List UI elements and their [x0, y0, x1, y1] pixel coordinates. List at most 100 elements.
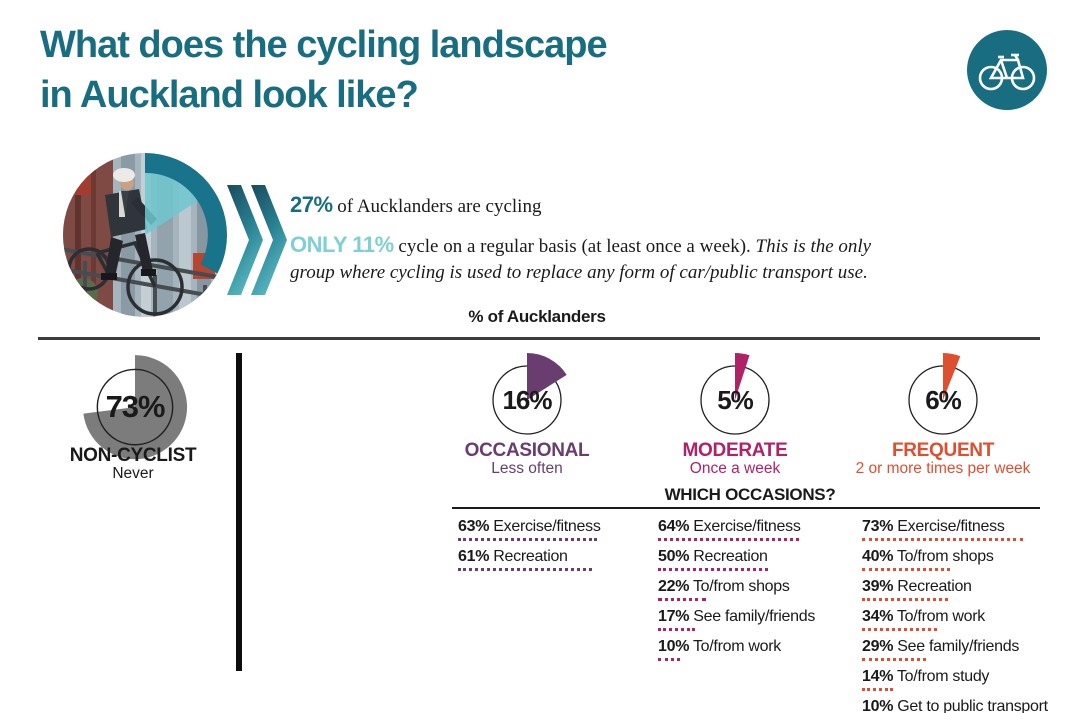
- stat-regular-text: cycle on a regular basis (at least once …: [398, 236, 751, 257]
- axis-label: % of Aucklanders: [468, 307, 606, 326]
- vertical-divider: [236, 353, 242, 671]
- occasion-label: Recreation: [693, 548, 768, 565]
- occasion-item: 64% Exercise/fitness: [658, 518, 888, 541]
- occasions-header: WHICH OCCASIONS?: [664, 485, 836, 504]
- occasion-item: 10% Get to public transport: [862, 698, 1092, 713]
- occasion-label: Exercise/fitness: [897, 518, 1005, 535]
- occasion-text: 22% To/from shops: [658, 578, 888, 596]
- occasion-dotted-rule: [658, 538, 799, 541]
- occasion-dotted-rule: [658, 658, 680, 661]
- bicycle-badge: [965, 28, 1049, 117]
- svg-text:16%: 16%: [502, 385, 552, 415]
- occasions-list-occasional: 63% Exercise/fitness 61% Recreation: [458, 518, 688, 578]
- occasion-item: 34% To/from work: [862, 608, 1092, 631]
- occasion-percent: 10%: [658, 638, 690, 655]
- page-title-line2: in Auckland look like?: [40, 74, 419, 116]
- pie-chart-svg: 73%: [83, 355, 188, 460]
- label-occasional: OCCASIONAL: [464, 440, 590, 461]
- label-moderate: MODERATE: [682, 440, 788, 461]
- pie-frequent: 6%: [888, 343, 998, 460]
- label-frequent: FREQUENT: [891, 440, 995, 461]
- page-title-line1: What does the cycling landscape: [40, 24, 608, 66]
- occasion-text: 29% See family/friends: [862, 638, 1092, 656]
- cyclist-photo-illustration: [63, 153, 227, 317]
- occasion-text: 73% Exercise/fitness: [862, 518, 1092, 536]
- occasion-text: 34% To/from work: [862, 608, 1092, 626]
- hero-statistics: 27% of Aucklanders are cycling ONLY 11% …: [290, 192, 910, 286]
- occasion-item: 39% Recreation: [862, 578, 1092, 601]
- occasion-percent: 63%: [458, 518, 490, 535]
- occasion-percent: 39%: [862, 578, 894, 595]
- occasion-item: 17% See family/friends: [658, 608, 888, 631]
- pie-chart-svg: 16%: [492, 353, 567, 435]
- occasion-dotted-rule: [862, 568, 950, 571]
- stat-regular-note: This is the only group where cycling is …: [290, 236, 872, 283]
- occasion-label: To/from shops: [692, 578, 790, 595]
- occasion-item: 40% To/from shops: [862, 548, 1092, 571]
- occasion-dotted-rule: [862, 688, 893, 691]
- occasion-dotted-rule: [458, 568, 592, 571]
- occasion-text: 39% Recreation: [862, 578, 1092, 596]
- chevron-right-icon: [222, 182, 288, 303]
- occasion-item: 63% Exercise/fitness: [458, 518, 688, 541]
- occasion-percent: 40%: [862, 548, 894, 565]
- occasion-label: To/from study: [896, 668, 990, 685]
- occasion-label: To/from work: [692, 638, 781, 655]
- occasion-percent: 61%: [458, 548, 490, 565]
- occasion-percent: 50%: [658, 548, 690, 565]
- cyclist-photo: [61, 151, 229, 324]
- occasion-text: 40% To/from shops: [862, 548, 1092, 566]
- occasion-percent: 22%: [658, 578, 690, 595]
- stat-regular-value: ONLY 11%: [290, 232, 394, 257]
- occasion-percent: 17%: [658, 608, 690, 625]
- occasion-dotted-rule: [862, 598, 948, 601]
- pie-moderate: 5%: [680, 343, 790, 460]
- occasion-dotted-rule: [658, 598, 706, 601]
- sublabel-frequent: 2 or more times per week: [855, 460, 1031, 477]
- occasion-dotted-rule: [862, 538, 1023, 541]
- stat-cycling-value: 27%: [290, 192, 333, 217]
- occasion-label: Exercise/fitness: [493, 518, 601, 535]
- occasions-list-moderate: 64% Exercise/fitness 50% Recreation 22% …: [658, 518, 888, 668]
- occasion-item: 61% Recreation: [458, 548, 688, 571]
- occasion-item: 14% To/from study: [862, 668, 1092, 691]
- occasion-label: See family/friends: [897, 638, 1020, 655]
- occasion-item: 22% To/from shops: [658, 578, 888, 601]
- sublabel-moderate: Once a week: [689, 460, 781, 477]
- occasion-item: 50% Recreation: [658, 548, 888, 571]
- occasion-label: Exercise/fitness: [693, 518, 801, 535]
- occasion-text: 50% Recreation: [658, 548, 888, 566]
- pie-chart-svg: 6%: [908, 353, 978, 435]
- occasion-percent: 10%: [862, 698, 894, 713]
- occasion-dotted-rule: [458, 538, 597, 541]
- page-title: What does the cycling landscape in Auckl…: [40, 20, 608, 120]
- occasion-text: 10% To/from work: [658, 638, 888, 656]
- sublabel-noncyclist: Never: [112, 465, 154, 482]
- horizontal-divider: [38, 337, 1040, 340]
- pie-noncyclist: 73%: [74, 344, 196, 473]
- occasion-label: Get to public transport: [897, 698, 1048, 713]
- occasion-item: 29% See family/friends: [862, 638, 1092, 661]
- occasion-text: 61% Recreation: [458, 548, 688, 566]
- stat-cycling-text: of Aucklanders are cycling: [337, 196, 542, 217]
- occasion-text: 10% Get to public transport: [862, 698, 1092, 713]
- occasion-dotted-rule: [862, 628, 937, 631]
- stat-cycling: 27% of Aucklanders are cycling: [290, 192, 910, 220]
- occasion-label: To/from shops: [896, 548, 994, 565]
- occasion-percent: 29%: [862, 638, 894, 655]
- occasion-dotted-rule: [658, 568, 768, 571]
- occasion-text: 17% See family/friends: [658, 608, 888, 626]
- occasion-dotted-rule: [862, 658, 926, 661]
- bicycle-icon: [967, 30, 1047, 110]
- label-noncyclist: NON-CYCLIST: [69, 445, 197, 466]
- occasion-label: Recreation: [897, 578, 972, 595]
- occasion-item: 10% To/from work: [658, 638, 888, 661]
- occasions-list-frequent: 73% Exercise/fitness 40% To/from shops 3…: [862, 518, 1092, 713]
- svg-text:5%: 5%: [717, 385, 753, 415]
- occasion-text: 63% Exercise/fitness: [458, 518, 688, 536]
- occasion-label: To/from work: [896, 608, 985, 625]
- occasion-percent: 64%: [658, 518, 690, 535]
- svg-text:6%: 6%: [925, 385, 961, 415]
- occasion-label: Recreation: [493, 548, 568, 565]
